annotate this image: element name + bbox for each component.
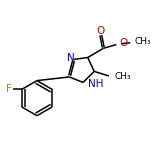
Text: F: F xyxy=(6,84,12,94)
Text: N: N xyxy=(67,54,75,63)
Text: CH₃: CH₃ xyxy=(114,71,131,81)
Text: CH₃: CH₃ xyxy=(135,37,151,46)
Text: O: O xyxy=(97,26,105,36)
Text: O: O xyxy=(119,38,127,48)
Text: NH: NH xyxy=(88,79,103,89)
